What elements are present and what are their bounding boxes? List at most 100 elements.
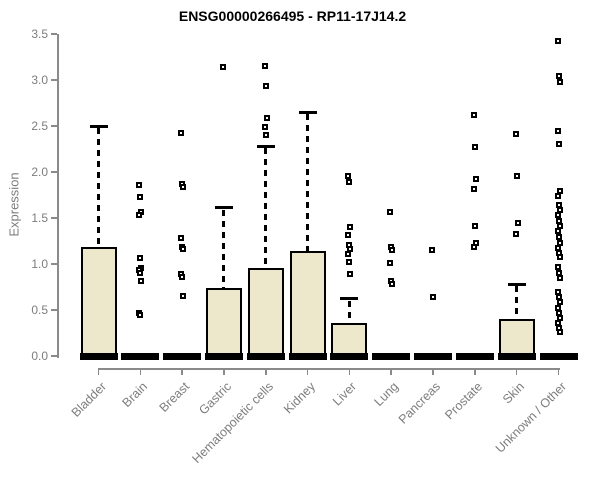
box-iqr [331,322,368,356]
outlier-point [262,132,269,139]
outlier-point [345,232,352,239]
x-tick-mark [265,368,267,375]
whisker-line [515,286,519,320]
outlier-point [554,192,561,199]
x-tick-mark [306,368,309,375]
outlier-point [261,123,268,130]
outlier-point [556,274,563,281]
whisker-line [222,209,226,288]
median-line [204,353,243,360]
outlier-point [556,78,563,85]
median-line [539,353,578,360]
outlier-point [347,271,354,278]
median-line [330,353,369,360]
box-iqr [289,251,326,356]
outlier-point [554,288,561,295]
outlier-point [180,246,187,253]
whisker-cap [256,144,275,148]
outlier-point [512,230,519,237]
outlier-point [556,329,563,336]
outlier-point [345,250,352,257]
whisker-cap [340,297,359,301]
outlier-point [430,294,437,301]
x-tick-mark [557,368,560,375]
median-line [246,353,285,360]
x-axis-line [97,368,560,370]
outlier-point [470,185,477,192]
chart-title: ENSG00000266495 - RP11-17J14.2 [178,8,407,24]
outlier-point [137,255,144,262]
outlier-point [512,131,519,138]
outlier-point [346,259,353,266]
outlier-point [471,223,478,230]
box-iqr [247,267,284,356]
outlier-point [555,73,562,80]
outlier-point [429,247,436,254]
median-line [121,353,160,360]
median-line [372,353,411,360]
x-tick-mark [348,368,351,375]
outlier-point [389,281,396,288]
outlier-point [219,64,226,71]
outlier-point [514,219,521,226]
x-tick-mark [474,368,476,375]
y-tick-label: 0.5 [31,302,48,317]
outlier-point [554,127,561,134]
x-tick-mark [515,368,518,375]
y-tick-label: 1.5 [31,210,48,225]
outlier-point [555,234,562,241]
outlier-point [137,193,144,200]
median-line [288,353,327,360]
outlier-point [346,179,353,186]
outlier-point [179,273,186,280]
y-tick-label: 2.0 [31,164,48,179]
outlier-point [345,172,352,179]
outlier-point [513,172,520,179]
box-iqr [205,287,242,356]
outlier-point [555,309,562,316]
whisker-line [306,114,310,252]
median-line [163,353,202,360]
outlier-point [472,176,479,183]
y-tick-label: 1.0 [31,256,48,271]
outlier-point [389,247,396,254]
outlier-point [180,293,187,300]
box-iqr [498,319,535,356]
outlier-point [556,239,563,246]
x-tick-mark [223,368,225,375]
outlier-point [554,38,561,45]
outlier-point [555,141,562,148]
outlier-point [387,208,394,215]
whisker-cap [507,282,526,286]
outlier-point [554,263,561,270]
outlier-point [470,243,477,250]
outlier-point [138,277,145,284]
outlier-point [387,260,394,267]
outlier-point [556,253,563,260]
y-tick-mark [51,79,57,81]
outlier-point [261,63,268,70]
outlier-point [178,235,185,242]
outlier-point [554,227,561,234]
median-line [497,353,536,360]
y-tick-mark [51,171,57,173]
x-tick-mark [139,368,142,375]
outlier-point [556,298,563,305]
y-tick-mark [51,263,57,265]
outlier-point [137,311,144,318]
outlier-point [347,224,354,231]
outlier-point [555,217,562,224]
box-iqr [80,247,117,356]
whisker-cap [214,206,233,210]
median-line [455,353,494,360]
x-tick-mark [390,368,392,375]
outlier-point [136,212,143,219]
y-tick-mark [51,355,57,357]
y-tick-mark [51,309,57,311]
whisker-line [347,300,351,323]
y-tick-label: 3.0 [31,72,48,87]
outlier-point [263,114,270,121]
median-line [79,353,118,360]
